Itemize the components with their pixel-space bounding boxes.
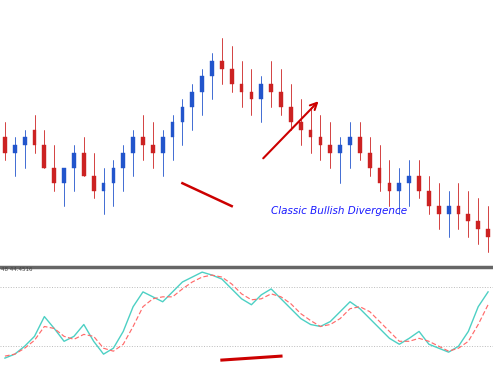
Bar bbox=[318, 137, 322, 145]
Bar bbox=[3, 137, 7, 153]
Bar bbox=[397, 183, 401, 191]
Bar bbox=[466, 214, 470, 221]
Bar bbox=[13, 145, 17, 153]
Bar bbox=[33, 130, 36, 145]
Bar bbox=[269, 84, 273, 92]
Bar bbox=[23, 137, 27, 145]
Bar bbox=[338, 145, 342, 153]
Bar bbox=[92, 176, 96, 191]
Bar bbox=[328, 145, 332, 153]
Bar bbox=[358, 137, 362, 153]
Bar bbox=[190, 92, 194, 107]
Bar bbox=[171, 122, 175, 137]
Bar bbox=[82, 153, 86, 176]
Bar bbox=[309, 130, 313, 137]
Bar bbox=[368, 153, 372, 168]
Bar bbox=[437, 206, 441, 214]
Bar bbox=[220, 61, 224, 69]
Bar bbox=[230, 69, 234, 84]
Bar bbox=[476, 221, 480, 229]
Bar bbox=[72, 153, 76, 168]
Bar bbox=[111, 168, 115, 183]
Bar bbox=[299, 122, 303, 130]
Bar bbox=[240, 84, 244, 92]
Bar bbox=[407, 176, 411, 183]
Bar bbox=[447, 206, 451, 214]
Bar bbox=[131, 137, 135, 153]
Bar bbox=[457, 206, 460, 214]
Bar bbox=[180, 107, 184, 122]
Bar bbox=[427, 191, 431, 206]
Bar bbox=[387, 183, 391, 191]
Bar bbox=[121, 153, 125, 168]
Bar bbox=[378, 168, 382, 183]
Text: 48 44.4516: 48 44.4516 bbox=[1, 267, 33, 272]
Bar bbox=[210, 61, 214, 76]
Bar bbox=[141, 137, 145, 145]
Bar bbox=[151, 145, 155, 153]
Bar bbox=[62, 168, 66, 183]
Bar bbox=[486, 229, 490, 237]
Bar bbox=[249, 92, 253, 99]
Bar bbox=[259, 84, 263, 99]
Bar bbox=[161, 137, 165, 153]
Text: Classic Bullish Divergence: Classic Bullish Divergence bbox=[271, 206, 407, 216]
Bar bbox=[348, 137, 352, 145]
Bar bbox=[42, 145, 46, 168]
Bar bbox=[102, 183, 106, 191]
Bar bbox=[289, 107, 293, 122]
Bar bbox=[200, 76, 204, 92]
Bar bbox=[279, 92, 283, 107]
Bar bbox=[52, 168, 56, 183]
Bar bbox=[417, 176, 421, 191]
